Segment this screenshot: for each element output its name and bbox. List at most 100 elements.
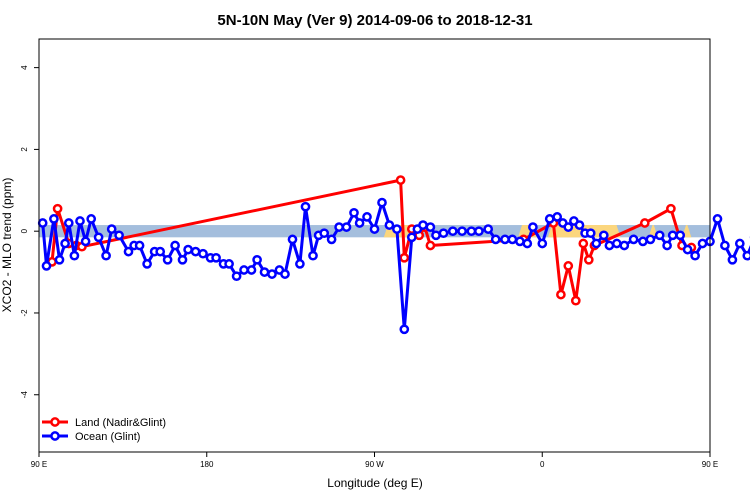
- series-1-point: [198, 248, 208, 259]
- series-1-point: [231, 271, 242, 282]
- series-1-point: [690, 250, 700, 261]
- series-1-point: [354, 218, 365, 228]
- series-1-point: [60, 238, 70, 249]
- series-1-point: [287, 234, 298, 245]
- legend-marker: [50, 431, 60, 441]
- series-1-point: [123, 246, 134, 257]
- series-1-point: [106, 224, 117, 234]
- series-1-point: [134, 240, 145, 251]
- series-1-point: [742, 250, 750, 261]
- x-axis-label: Longitude (deg E): [327, 476, 422, 490]
- series-1-point: [142, 259, 152, 269]
- series-1-point: [399, 324, 410, 335]
- series-1-point: [239, 265, 249, 275]
- series-1-point: [246, 265, 257, 275]
- series-1-point: [727, 254, 738, 265]
- series-1-point: [93, 232, 104, 243]
- series-1-point: [211, 252, 221, 263]
- series-1-point: [190, 246, 201, 257]
- series-1-point: [259, 267, 270, 277]
- series-1-point: [563, 222, 574, 232]
- series-0-point: [578, 238, 589, 249]
- y-tick-label: 0: [20, 228, 29, 233]
- series-1-point: [392, 224, 402, 234]
- series-0-point: [570, 295, 581, 306]
- series-1-point: [69, 250, 80, 261]
- series-1-point: [697, 238, 708, 249]
- y-axis: -4 -2 0 2 4: [20, 65, 39, 398]
- series-1-point: [418, 220, 428, 230]
- series-1-point: [574, 220, 585, 230]
- y-tick-label: 4: [20, 65, 29, 70]
- series-1-point: [466, 226, 477, 237]
- x-axis: 90 E 180 90 W 0 90 E: [31, 452, 718, 469]
- series-1-point: [662, 240, 672, 251]
- series-1-point: [377, 197, 387, 208]
- series-1-point: [438, 228, 449, 239]
- y-tick-label: 2: [20, 147, 29, 152]
- series-0-point: [639, 218, 650, 228]
- series-1-point: [654, 230, 665, 241]
- series-1-point: [720, 240, 730, 251]
- series-1-point: [114, 230, 124, 241]
- series-1-point: [177, 254, 188, 265]
- series-1-point: [300, 201, 311, 212]
- series-1-point: [604, 240, 615, 251]
- series-1-point: [334, 222, 344, 232]
- series-0-point: [52, 203, 63, 214]
- series-1-point: [280, 269, 290, 279]
- series-1-point: [522, 238, 533, 249]
- series-1-point: [628, 234, 639, 245]
- legend: Land (Nadir&Glint) Ocean (Glint): [42, 417, 166, 443]
- series-1-point: [490, 234, 501, 245]
- x-tick-label: 0: [540, 460, 545, 469]
- series-1-point: [447, 226, 458, 237]
- legend-entry: Ocean (Glint): [75, 431, 140, 443]
- series-1-point: [585, 228, 596, 239]
- series-1-point: [369, 224, 380, 234]
- series-1-point: [224, 259, 234, 269]
- series-1-point: [431, 230, 441, 241]
- series-1-point: [712, 214, 723, 224]
- series-0-point: [583, 254, 594, 265]
- series-1-point: [515, 236, 525, 247]
- x-tick-label: 90 W: [365, 460, 384, 469]
- series-0-point: [666, 203, 676, 214]
- series-1-point: [349, 207, 359, 218]
- series-1-point: [295, 259, 305, 269]
- legend-marker: [50, 417, 60, 427]
- y-axis-label: XCO2 - MLO trend (ppm): [0, 178, 14, 313]
- series-1-point: [326, 234, 337, 245]
- series-1-point: [341, 222, 352, 232]
- series-1-point: [591, 238, 602, 249]
- series-1-point: [49, 214, 59, 224]
- series-1-point: [598, 230, 609, 241]
- x-tick-label: 180: [200, 460, 214, 469]
- series-1-point: [86, 214, 97, 224]
- series-1-point: [675, 230, 686, 241]
- series-1-point: [638, 236, 648, 247]
- series-1-point: [645, 234, 656, 245]
- series-1-point: [528, 222, 538, 232]
- series-0-point: [425, 240, 436, 251]
- series-1-point: [75, 216, 85, 226]
- series-1-point: [384, 220, 395, 230]
- x-tick-label: 90 E: [31, 460, 47, 469]
- series-1-point: [319, 228, 330, 239]
- series-1-point: [308, 250, 318, 261]
- x-tick-label: 90 E: [702, 460, 718, 469]
- series-1-point: [267, 269, 277, 279]
- series-1-point: [552, 212, 563, 222]
- series-1-point: [457, 226, 467, 237]
- series-layer: [37, 175, 750, 335]
- y-tick-label: -2: [20, 309, 29, 317]
- series-1-point: [362, 212, 372, 222]
- series-1-point: [483, 224, 494, 234]
- series-1-point: [682, 244, 693, 255]
- series-1-point: [507, 234, 518, 245]
- series-1-point: [619, 240, 630, 251]
- series-1-point: [63, 218, 74, 228]
- chart-title: 5N-10N May (Ver 9) 2014-09-06 to 2018-12…: [217, 12, 532, 29]
- series-0-point: [395, 175, 406, 185]
